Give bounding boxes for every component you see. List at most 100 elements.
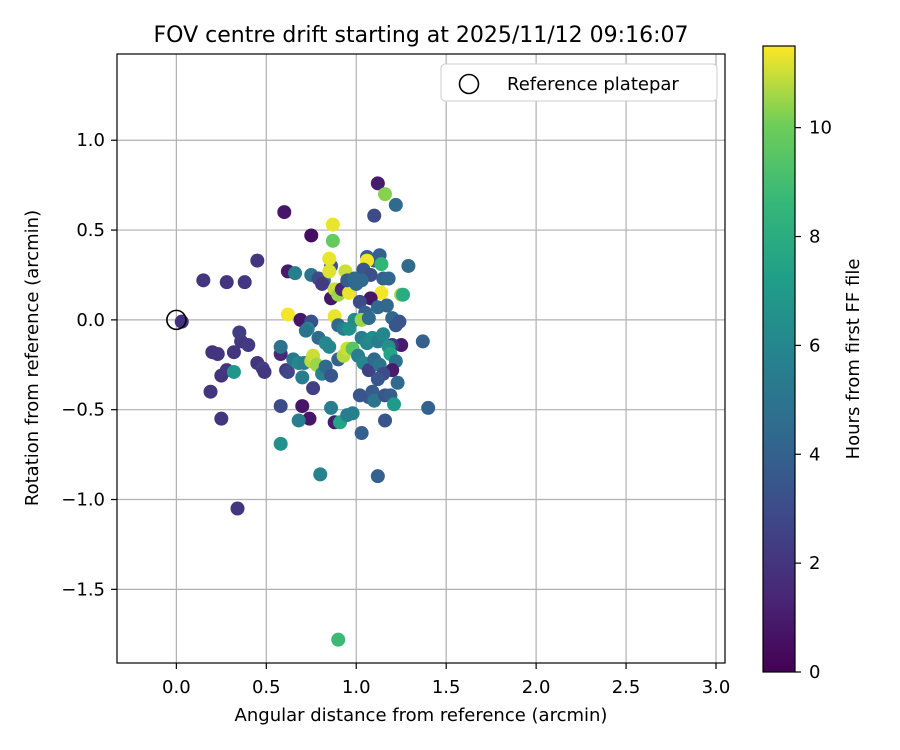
plot-frame <box>116 53 726 664</box>
x-tick-label: 1.5 <box>432 677 461 698</box>
legend-box <box>440 63 718 102</box>
scatter-point <box>387 397 402 412</box>
scatter-point <box>273 399 288 414</box>
x-tick-label: 0.0 <box>162 677 191 698</box>
scatter-point <box>280 307 295 322</box>
x-tick-label: 2.0 <box>522 677 551 698</box>
scatter-point <box>203 384 218 399</box>
x-axis-label: Angular distance from reference (arcmin) <box>235 705 608 726</box>
chart-title: FOV centre drift starting at 2025/11/12 … <box>154 23 689 48</box>
colorbar-tick-label: 6 <box>809 335 820 356</box>
colorbar-tick-label: 8 <box>809 227 820 248</box>
scatter-point <box>396 287 411 302</box>
scatter-point <box>324 400 339 415</box>
scatter-point <box>352 294 367 309</box>
scatter-point <box>324 368 339 383</box>
scatter-point <box>370 372 385 387</box>
legend-open-circle-marker <box>458 73 480 95</box>
y-tick-label: −1.0 <box>61 490 105 511</box>
scatter-point <box>304 228 319 243</box>
scatter-point <box>226 364 241 379</box>
colorbar: 0 2 4 6 8 10 Hours from first FF file <box>762 45 864 683</box>
y-tick-label: −1.5 <box>61 579 105 600</box>
scatter-point <box>257 364 272 379</box>
scatter-point <box>390 375 405 390</box>
scatter-point <box>291 413 306 428</box>
scatter-point <box>241 338 256 353</box>
scatter-point <box>374 257 389 272</box>
scatter-point <box>374 285 389 300</box>
y-tick-label: 0.0 <box>76 310 105 331</box>
scatter-point <box>367 208 382 223</box>
scatter-point <box>415 334 430 349</box>
scatter-point <box>331 632 346 647</box>
scatter-point <box>237 275 252 290</box>
x-axis-ticks: 0.0 0.5 1.0 1.5 2.0 2.5 3.0 <box>162 663 730 698</box>
scatter-point <box>230 501 245 516</box>
grid-lines <box>117 54 725 663</box>
scatter-point <box>226 345 241 360</box>
scatter-point <box>322 251 337 266</box>
scatter-point <box>388 197 403 212</box>
scatter-point <box>174 314 189 329</box>
colorbar-tick-label: 4 <box>809 444 820 465</box>
scatter-point <box>306 381 321 396</box>
scatter-point <box>214 411 229 426</box>
y-axis-label: Rotation from reference (arcmin) <box>22 210 43 506</box>
scatter-point <box>277 205 292 220</box>
scatter-point <box>273 339 288 354</box>
scatter-point <box>280 364 295 379</box>
x-tick-label: 2.5 <box>612 677 641 698</box>
scatter-point <box>370 176 385 191</box>
y-tick-label: −0.5 <box>61 400 105 421</box>
colorbar-tick-label: 2 <box>809 553 820 574</box>
scatter-point <box>315 276 330 291</box>
colorbar-tick-label: 10 <box>809 118 832 139</box>
scatter-point <box>210 347 225 362</box>
y-axis-ticks: 1.0 0.5 0.0 −0.5 −1.0 −1.5 <box>61 130 117 600</box>
scatter-point <box>370 469 385 484</box>
scatter-point <box>273 436 288 451</box>
legend: Reference platepar <box>440 63 718 102</box>
scatter-point <box>354 426 369 441</box>
scatter-point <box>376 327 391 342</box>
scatter-point <box>392 314 407 329</box>
scatter-point <box>347 271 362 286</box>
scatter-point <box>367 393 382 408</box>
scatter-point <box>250 253 265 268</box>
x-tick-label: 1.0 <box>342 677 371 698</box>
scatter-point <box>219 275 234 290</box>
scatter-point <box>288 266 303 281</box>
colorbar-gradient <box>762 45 796 673</box>
y-tick-label: 1.0 <box>76 130 105 151</box>
scatter-points <box>174 176 436 647</box>
scatter-point <box>232 325 247 340</box>
scatter-point <box>196 273 211 288</box>
scatter-point <box>361 363 376 378</box>
x-tick-label: 3.0 <box>702 677 731 698</box>
scatter-point <box>421 400 436 415</box>
scatter-point <box>298 323 313 338</box>
scatter-point <box>325 233 340 248</box>
scatter-point <box>381 271 396 286</box>
colorbar-label: Hours from first FF file <box>843 259 864 460</box>
scatter-point <box>295 399 310 414</box>
scatter-point <box>322 264 337 279</box>
scatter-point <box>295 370 310 385</box>
scatter-point <box>313 467 328 482</box>
scatter-point <box>302 411 317 426</box>
scatter-point <box>379 298 394 313</box>
scatter-point <box>401 258 416 273</box>
x-tick-label: 0.5 <box>252 677 281 698</box>
scatter-point <box>325 217 340 232</box>
scatter-point <box>322 339 337 354</box>
scatter-point <box>378 413 393 428</box>
scatter-point <box>378 187 393 202</box>
scatter-point <box>345 406 360 421</box>
y-tick-label: 0.5 <box>76 220 105 241</box>
legend-label-reference-platepar: Reference platepar <box>507 74 679 95</box>
scatter-point <box>361 311 376 326</box>
colorbar-ticks: 0 2 4 6 8 10 <box>795 118 832 683</box>
colorbar-tick-label: 0 <box>809 662 820 683</box>
